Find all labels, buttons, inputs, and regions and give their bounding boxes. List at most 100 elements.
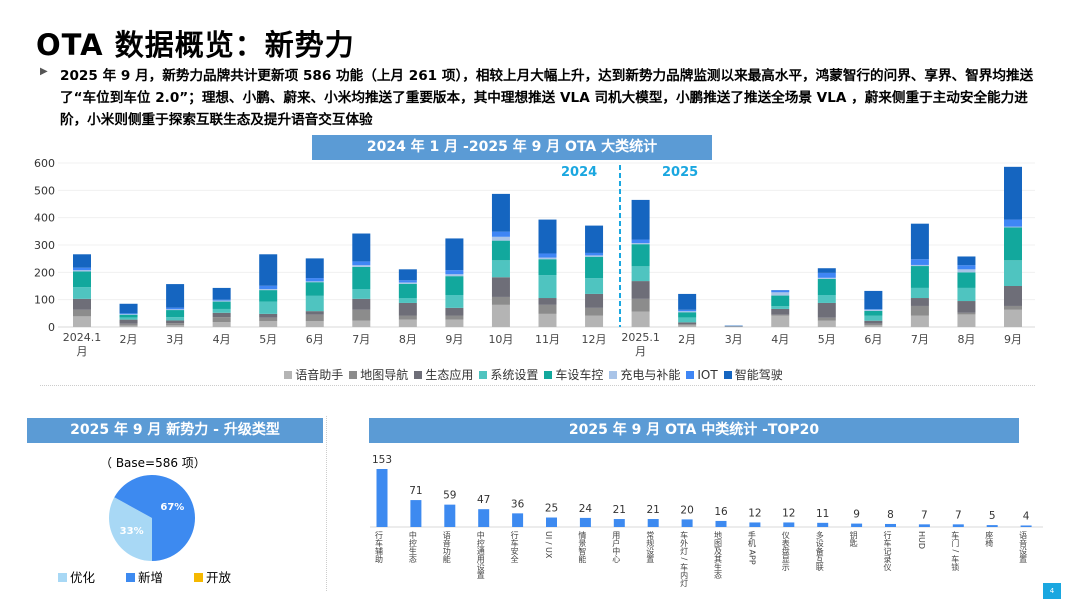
bar-segment bbox=[957, 256, 976, 266]
bar-segment bbox=[73, 254, 91, 268]
data-label: 20 bbox=[680, 504, 693, 516]
bar-segment bbox=[817, 320, 836, 327]
x-tick-label: 7月 bbox=[911, 333, 929, 346]
x-tick-label: 多设备互联 bbox=[815, 530, 824, 572]
legend-item: 车设车控 bbox=[544, 366, 603, 383]
x-tick-label: HUD bbox=[917, 531, 926, 549]
bar-segment bbox=[538, 259, 557, 276]
legend-label: 优化 bbox=[70, 570, 96, 585]
data-label: 21 bbox=[647, 504, 660, 516]
bar-segment bbox=[398, 298, 417, 303]
y-tick-label: 0 bbox=[48, 321, 55, 334]
bar-segment bbox=[910, 259, 929, 265]
bar-segment bbox=[398, 282, 417, 284]
bar-segment bbox=[212, 317, 231, 323]
x-tick-label: 中控生态 bbox=[408, 530, 417, 563]
bar-segment bbox=[538, 257, 557, 260]
chart-legend: 语音助手 地图导航 生态应用 系统设置 车设车控 充电与补能 IOT 智能驾驶 bbox=[0, 366, 1067, 383]
x-tick-label: 2025.1 bbox=[621, 331, 660, 344]
bar-segment bbox=[119, 314, 138, 318]
bar-segment bbox=[398, 280, 417, 283]
legend-item: 开放 bbox=[194, 567, 231, 586]
bar bbox=[986, 525, 998, 527]
bar-segment bbox=[631, 199, 650, 240]
bar-segment bbox=[585, 252, 604, 256]
y-tick-label: 600 bbox=[34, 157, 55, 170]
bar-segment bbox=[678, 324, 697, 326]
bar-segment bbox=[585, 293, 604, 308]
bar-segment bbox=[957, 287, 976, 302]
legend-label: 新增 bbox=[138, 570, 164, 585]
x-tick-label: 月 bbox=[635, 345, 646, 358]
bar bbox=[885, 523, 896, 527]
legend-swatch bbox=[194, 573, 204, 582]
x-tick-label: 钥匙 bbox=[849, 530, 858, 548]
x-tick-label: 8月 bbox=[957, 333, 975, 346]
data-label: 5 bbox=[989, 510, 996, 522]
bar-segment bbox=[259, 301, 278, 314]
bar bbox=[749, 522, 761, 527]
x-tick-label: 手机 APP bbox=[747, 530, 756, 565]
bar-segment bbox=[910, 223, 929, 260]
bar-segment bbox=[817, 272, 836, 278]
bar-segment bbox=[910, 298, 929, 306]
bar-segment bbox=[259, 313, 278, 318]
bar-segment bbox=[212, 287, 231, 300]
y-tick-label: 100 bbox=[34, 294, 55, 307]
page-number: 4 bbox=[1043, 583, 1061, 599]
legend-item: 语音助手 bbox=[284, 366, 343, 383]
bar-segment bbox=[352, 298, 371, 310]
bar-segment bbox=[771, 295, 790, 307]
chart-title-top20: 2025 年 9 月 OTA 中类统计 -TOP20 bbox=[369, 418, 1019, 443]
x-tick-label: 5月 bbox=[818, 333, 836, 346]
data-label: 21 bbox=[613, 504, 626, 516]
bar-segment bbox=[73, 271, 91, 288]
x-tick-label: 常规设置 bbox=[646, 531, 655, 563]
bar-segment bbox=[398, 315, 417, 320]
bar-segment bbox=[119, 323, 138, 326]
bar-segment bbox=[398, 283, 417, 299]
chart-title-upgrade-type: 2025 年 9 月 新势力 - 升级类型 bbox=[27, 418, 323, 443]
bar-segment bbox=[166, 284, 185, 308]
year-label-2024: 2024 bbox=[561, 165, 598, 180]
legend-swatch bbox=[686, 371, 695, 379]
x-tick-label: 地图及其生态 bbox=[714, 530, 723, 579]
bar-segment bbox=[166, 317, 185, 321]
bar-segment bbox=[538, 253, 557, 258]
bar-segment bbox=[1004, 286, 1022, 306]
bar-segment bbox=[352, 266, 371, 290]
x-tick-label: 12月 bbox=[582, 333, 607, 346]
bar-segment bbox=[352, 265, 371, 267]
bar-segment bbox=[585, 255, 604, 257]
bar bbox=[376, 469, 388, 527]
bar-segment bbox=[445, 307, 464, 316]
x-tick-label: 5月 bbox=[259, 333, 277, 346]
pie-legend: 优化 新增 开放 bbox=[55, 567, 259, 586]
legend-label: 车设车控 bbox=[555, 368, 604, 382]
bar-segment bbox=[445, 319, 464, 327]
data-label: 7 bbox=[921, 509, 928, 521]
divider bbox=[40, 385, 1035, 386]
x-tick-label: 6月 bbox=[864, 333, 882, 346]
bar-segment bbox=[631, 281, 650, 299]
legend-label: 充电与补能 bbox=[620, 368, 681, 382]
bar-segment bbox=[631, 239, 650, 244]
bar bbox=[783, 522, 795, 527]
bar-segment bbox=[166, 320, 185, 324]
bar-segment bbox=[1004, 305, 1022, 310]
legend-label: 系统设置 bbox=[490, 368, 539, 382]
bar-segment bbox=[957, 265, 976, 270]
x-tick-label: 7月 bbox=[352, 333, 370, 346]
pie-label: 33% bbox=[120, 526, 144, 537]
data-label: 59 bbox=[443, 490, 456, 502]
y-tick-label: 300 bbox=[34, 239, 55, 252]
data-label: 25 bbox=[545, 503, 558, 515]
bar-segment bbox=[585, 225, 604, 253]
legend-label: 语音助手 bbox=[295, 368, 344, 382]
bar-segment bbox=[491, 260, 510, 278]
legend-item: 系统设置 bbox=[479, 366, 538, 383]
data-label: 16 bbox=[714, 506, 728, 518]
x-tick-label: 3月 bbox=[725, 333, 743, 346]
x-tick-label: 2月 bbox=[120, 333, 138, 346]
